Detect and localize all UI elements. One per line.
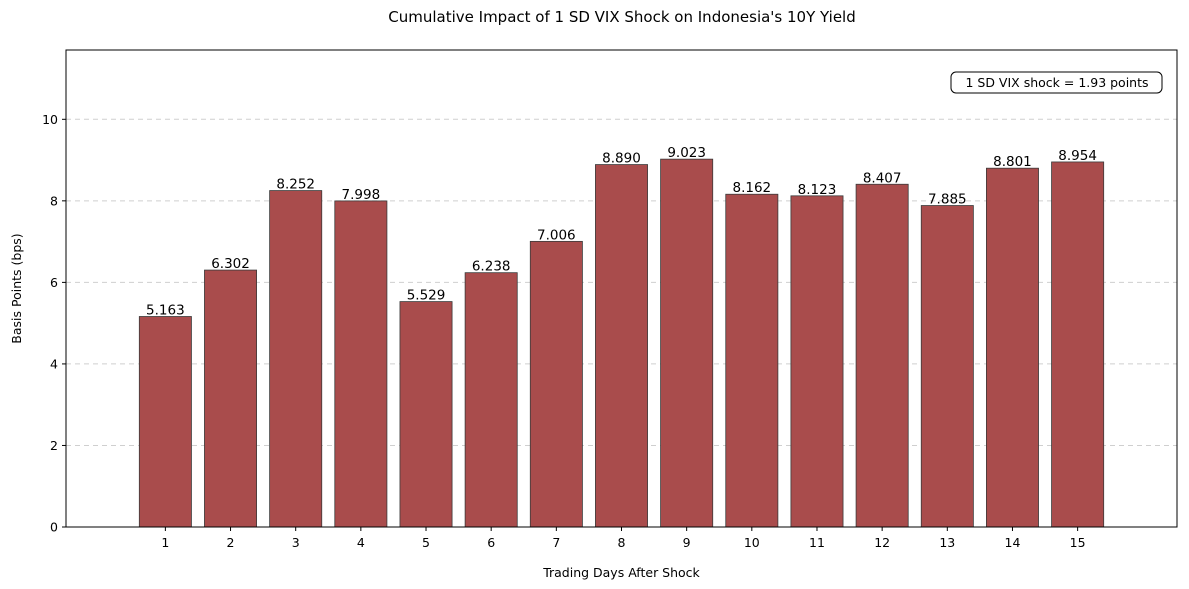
data-label-9: 9.023	[667, 145, 706, 161]
annotation-frame	[950, 71, 1163, 94]
data-label-11: 8.123	[798, 182, 837, 198]
data-label-6: 6.238	[472, 259, 511, 275]
bars-group	[138, 158, 1105, 528]
bar-13	[920, 205, 974, 528]
data-label-4: 7.998	[342, 187, 381, 203]
bar-9	[660, 158, 714, 528]
y-tick-label-2: 2	[50, 438, 58, 453]
x-tick-label-5: 5	[422, 535, 430, 550]
x-tick-label-11: 11	[809, 535, 825, 550]
x-tick-label-15: 15	[1070, 535, 1086, 550]
bar-7	[529, 240, 583, 528]
bar-8	[595, 164, 648, 528]
chart-title: Cumulative Impact of 1 SD VIX Shock on I…	[388, 8, 855, 26]
bar-1	[138, 316, 192, 528]
annotation-box: 1 SD VIX shock = 1.93 points	[950, 71, 1163, 94]
bar-3	[269, 190, 323, 528]
data-label-13: 7.885	[928, 192, 967, 208]
data-label-8: 8.890	[602, 151, 641, 167]
bar-2	[204, 269, 257, 528]
data-labels-group: 5.163 6.302 8.252 7.998 5.529 6.238 7.006 8.890…	[146, 145, 1097, 318]
x-tick-label-14: 14	[1005, 535, 1021, 550]
x-tick-label-10: 10	[744, 535, 760, 550]
data-label-14: 8.801	[993, 154, 1032, 170]
bar-12	[855, 183, 909, 528]
data-label-2: 6.302	[211, 256, 250, 272]
data-label-1: 5.163	[146, 303, 185, 319]
x-tick-label-1: 1	[161, 535, 169, 550]
y-tick-label-6: 6	[50, 275, 58, 290]
x-axis-label: Trading Days After Shock	[542, 565, 700, 580]
data-label-10: 8.162	[732, 180, 771, 196]
y-tick-label-0: 0	[50, 520, 58, 535]
x-tick-label-12: 12	[874, 535, 890, 550]
bar-5	[399, 301, 453, 528]
bar-15	[1051, 161, 1105, 528]
annotation-text: 1 SD VIX shock = 1.93 points	[965, 75, 1148, 90]
y-tick-label-4: 4	[50, 356, 58, 371]
data-label-5: 5.529	[407, 288, 446, 304]
data-label-7: 7.006	[537, 227, 576, 243]
x-axis: 1 2 3 4 5 6 7 8 9 10 11 12 13 14 15	[161, 527, 1086, 550]
bar-10	[725, 193, 779, 528]
data-label-15: 8.954	[1058, 148, 1097, 164]
bar-6	[464, 272, 518, 528]
y-axis-label: Basis Points (bps)	[9, 233, 24, 343]
x-tick-label-13: 13	[939, 535, 955, 550]
y-tick-label-10: 10	[42, 112, 58, 127]
y-tick-label-8: 8	[50, 193, 58, 208]
data-label-3: 8.252	[276, 177, 315, 193]
x-tick-label-3: 3	[292, 535, 300, 550]
x-tick-label-2: 2	[227, 535, 235, 550]
x-tick-label-9: 9	[683, 535, 691, 550]
x-tick-label-6: 6	[487, 535, 495, 550]
bar-4	[334, 200, 388, 528]
x-tick-label-4: 4	[357, 535, 365, 550]
x-tick-label-7: 7	[552, 535, 560, 550]
bar-11	[790, 195, 844, 528]
x-tick-label-8: 8	[618, 535, 626, 550]
bar-14	[986, 167, 1039, 528]
data-label-12: 8.407	[863, 170, 902, 186]
y-axis: 0 2 4 6 8 10	[42, 112, 66, 535]
